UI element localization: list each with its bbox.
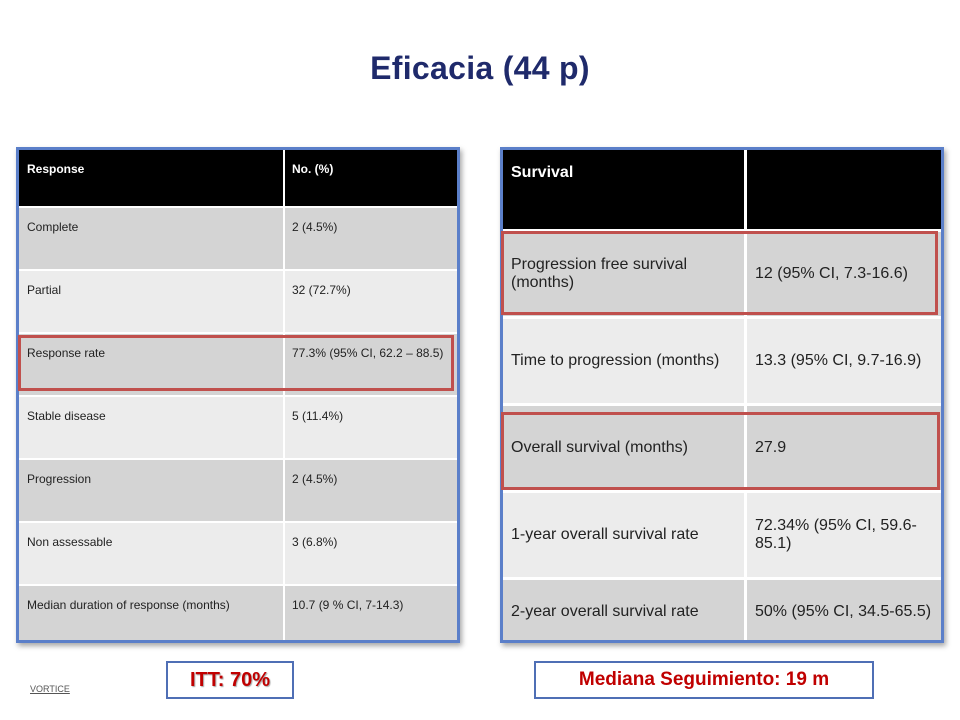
slide-title: Eficacia (44 p) (370, 50, 590, 86)
row-label: Progression (19, 460, 285, 521)
row-label: Non assessable (19, 523, 285, 584)
table-row: 2-year overall survival rate 50% (95% CI… (503, 580, 941, 640)
response-table-header: Response No. (%) (19, 150, 457, 208)
row-label: Complete (19, 208, 285, 269)
table-row: Stable disease 5 (11.4%) (19, 397, 457, 460)
row-value: 13.3 (95% CI, 9.7-16.9) (755, 352, 922, 369)
row-value: 2 (4.5%) (292, 472, 338, 486)
response-table: Response No. (%) Complete 2 (4.5%) Parti… (16, 147, 460, 643)
row-label: Time to progression (months) (503, 319, 747, 403)
table-row: Progression 2 (4.5%) (19, 460, 457, 523)
header-cell-survival: Survival (503, 150, 747, 229)
row-label: Median duration of response (months) (19, 586, 285, 640)
header-cell-blank (747, 150, 941, 229)
table-row: Overall survival (months) 27.9 (503, 406, 941, 493)
row-value: 72.34% (95% CI, 59.6-85.1) (755, 517, 917, 552)
highlight-progression-free-survival (501, 231, 938, 315)
highlight-response-rate (18, 335, 454, 391)
row-value: 2 (4.5%) (292, 220, 338, 234)
header-cell-number: No. (%) (292, 162, 334, 176)
table-row: Progression free survival (months) 12 (9… (503, 232, 941, 319)
row-label: Response rate (19, 334, 285, 395)
row-value: 5 (11.4%) (292, 409, 344, 423)
table-row: Partial 32 (72.7%) (19, 271, 457, 334)
table-row: Non assessable 3 (6.8%) (19, 523, 457, 586)
footer-study-name: VORTICE (30, 684, 70, 694)
row-label: Stable disease (19, 397, 285, 458)
row-label: Partial (19, 271, 285, 332)
row-value: 10.7 (9 % CI, 7-14.3) (292, 598, 404, 612)
survival-table: Survival Progression free survival (mont… (500, 147, 944, 643)
table-row: Complete 2 (4.5%) (19, 208, 457, 271)
row-label: 1-year overall survival rate (503, 493, 747, 577)
table-row: Median duration of response (months) 10.… (19, 586, 457, 640)
row-value: 77.3% (95% CI, 62.2 – 88.5) (292, 346, 444, 360)
survival-table-header: Survival (503, 150, 941, 232)
header-cell-response: Response (19, 150, 285, 206)
row-value: 50% (95% CI, 34.5-65.5) (755, 602, 932, 620)
table-row: 1-year overall survival rate 72.34% (95%… (503, 493, 941, 580)
highlight-overall-survival (501, 412, 940, 490)
table-row: Response rate 77.3% (95% CI, 62.2 – 88.5… (19, 334, 457, 397)
row-value: 27.9 (755, 439, 787, 456)
row-value: 32 (72.7%) (292, 283, 351, 297)
itt-label: ITT: 70% (166, 661, 294, 699)
row-value: 12 (95% CI, 7.3-16.6) (755, 265, 908, 282)
row-label: Progression free survival (months) (503, 232, 747, 316)
row-value: 3 (6.8%) (292, 535, 338, 549)
row-label: 2-year overall survival rate (503, 580, 747, 640)
table-row: Time to progression (months) 13.3 (95% C… (503, 319, 941, 406)
row-label: Overall survival (months) (503, 406, 747, 490)
median-followup-label: Mediana Seguimiento: 19 m (534, 661, 874, 699)
